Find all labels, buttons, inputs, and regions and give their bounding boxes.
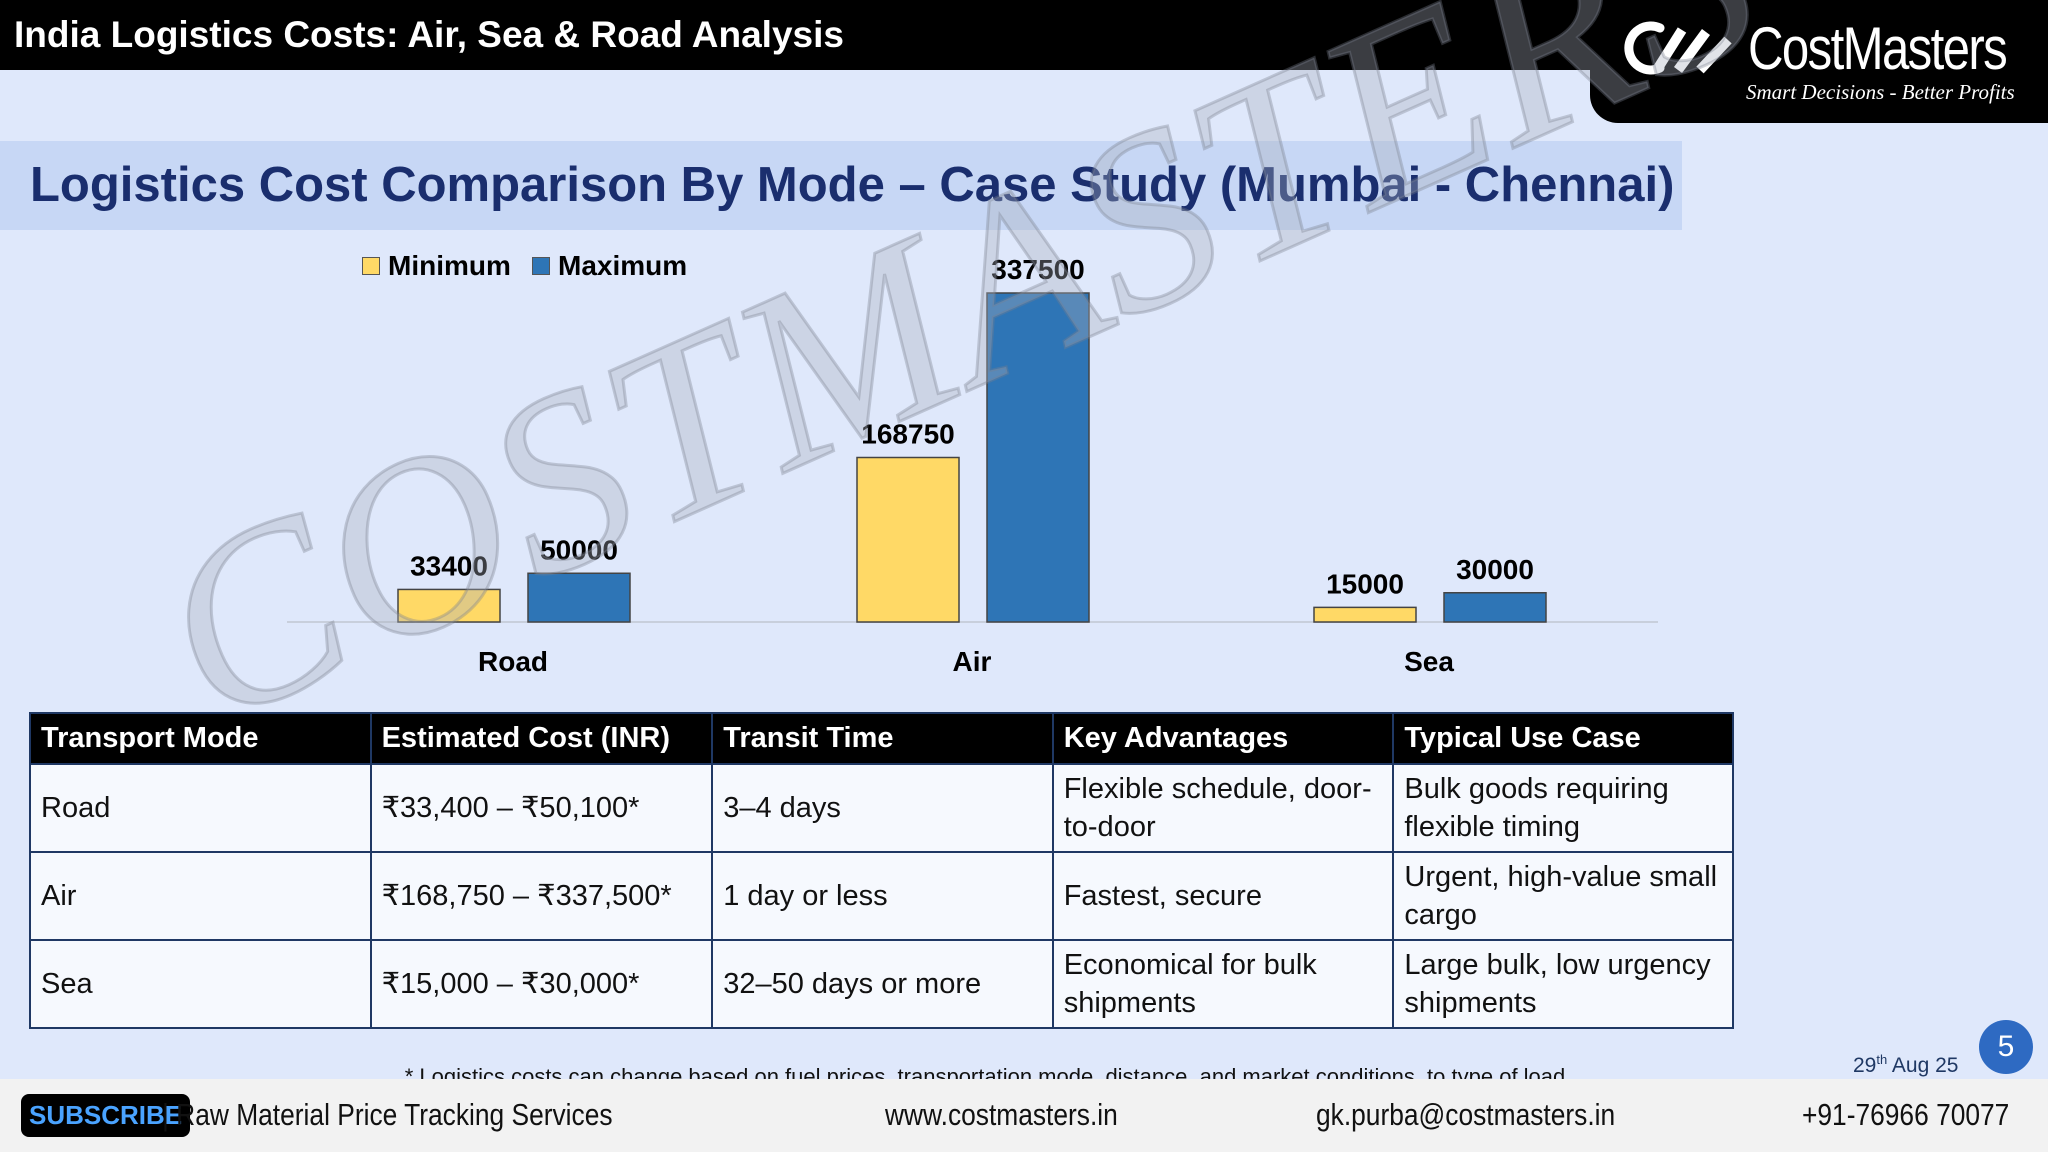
column-header: Transport Mode — [29, 712, 372, 765]
website-link[interactable]: www.costmasters.in — [885, 1097, 1118, 1132]
table-cell: Road — [29, 763, 372, 853]
table-cell: ₹15,000 – ₹30,000* — [369, 939, 714, 1029]
table-row: Sea ₹15,000 – ₹30,000* 32–50 days or more E… — [29, 939, 1734, 1029]
legend-minimum: Minimum — [362, 250, 511, 282]
date-day: 29 — [1853, 1054, 1877, 1077]
date-suffix: th — [1876, 1052, 1888, 1067]
bar-chart: 33400 50000 Road 168750 337500 Air 15000 30000 S… — [287, 254, 1658, 677]
data-label: 30000 — [1456, 554, 1534, 585]
service-text: | Raw Material Price Tracking Services — [162, 1097, 613, 1132]
bar-minimum-air — [856, 456, 960, 623]
table-cell: Air — [29, 851, 372, 941]
column-header: Key Advantages — [1051, 712, 1395, 765]
table-row: Air ₹168,750 – ₹337,500* 1 day or less Fast… — [29, 851, 1734, 941]
table-cell: Bulk goods requiring flexible timing — [1392, 763, 1734, 853]
date: 29th Aug 25 — [1853, 1052, 1958, 1078]
legend-swatch-maximum — [532, 257, 550, 275]
header-title: India Logistics Costs: Air, Sea & Road A… — [14, 14, 844, 55]
slide-title-band: Logistics Cost Comparison By Mode – Case… — [0, 141, 1682, 230]
category-label: Air — [953, 646, 992, 677]
data-label: 33400 — [410, 550, 488, 581]
footer: SUBSCRIBE | Raw Material Price Tracking … — [0, 1079, 2048, 1152]
data-label: 337500 — [991, 254, 1084, 285]
subscribe-button[interactable]: SUBSCRIBE — [21, 1094, 191, 1137]
bar-minimum-road — [397, 588, 501, 623]
bar-minimum-sea — [1313, 606, 1417, 623]
table-header-row: Transport Mode Estimated Cost (INR) Transi… — [29, 712, 1734, 765]
data-label: 50000 — [540, 534, 618, 565]
logo-tagline: Smart Decisions - Better Profits — [1746, 80, 2015, 104]
table-cell: ₹33,400 – ₹50,100* — [369, 763, 714, 853]
category-label: Road — [478, 646, 548, 677]
table-row: Road ₹33,400 – ₹50,100* 3–4 days Flexible s… — [29, 763, 1734, 853]
table-cell: Urgent, high-value small cargo — [1392, 851, 1734, 941]
bar-maximum-sea — [1443, 592, 1547, 623]
table-cell: Fastest, secure — [1051, 851, 1395, 941]
column-header: Typical Use Case — [1392, 712, 1734, 765]
table-cell: 32–50 days or more — [711, 939, 1054, 1029]
column-header: Transit Time — [711, 712, 1054, 765]
data-label: 15000 — [1326, 568, 1404, 599]
phone-number: +91-76966 70077 — [1802, 1097, 2010, 1132]
category-label: Sea — [1404, 646, 1454, 677]
table-cell: Large bulk, low urgency shipments — [1392, 939, 1734, 1029]
table-cell: 1 day or less — [711, 851, 1054, 941]
bar-maximum-road — [527, 572, 631, 623]
table-cell: Flexible schedule, door-to-door — [1051, 763, 1395, 853]
email-link[interactable]: gk.purba@costmasters.in — [1316, 1097, 1616, 1132]
date-rest: Aug 25 — [1887, 1054, 1959, 1077]
page-number: 5 — [1979, 1020, 2033, 1074]
table-cell: ₹168,750 – ₹337,500* — [369, 851, 714, 941]
legend-swatch-minimum — [362, 257, 380, 275]
column-header: Estimated Cost (INR) — [369, 712, 714, 765]
legend-label: Minimum — [388, 250, 511, 281]
table-cell: Sea — [29, 939, 372, 1029]
data-label: 168750 — [861, 419, 954, 450]
legend-maximum: Maximum — [532, 250, 687, 282]
costmasters-logo-icon — [1624, 21, 1732, 75]
table-cell: 3–4 days — [711, 763, 1054, 853]
legend-label: Maximum — [558, 250, 688, 281]
table-cell: Economical for bulk shipments — [1051, 939, 1395, 1029]
slide-title: Logistics Cost Comparison By Mode – Case… — [30, 158, 1675, 212]
bar-maximum-air — [986, 292, 1090, 623]
logo: CostMasters Smart Decisions - Better Pro… — [1590, 0, 2048, 123]
comparison-table: Transport Mode Estimated Cost (INR) Transi… — [29, 712, 1734, 1029]
logo-name: CostMasters — [1748, 15, 2008, 82]
